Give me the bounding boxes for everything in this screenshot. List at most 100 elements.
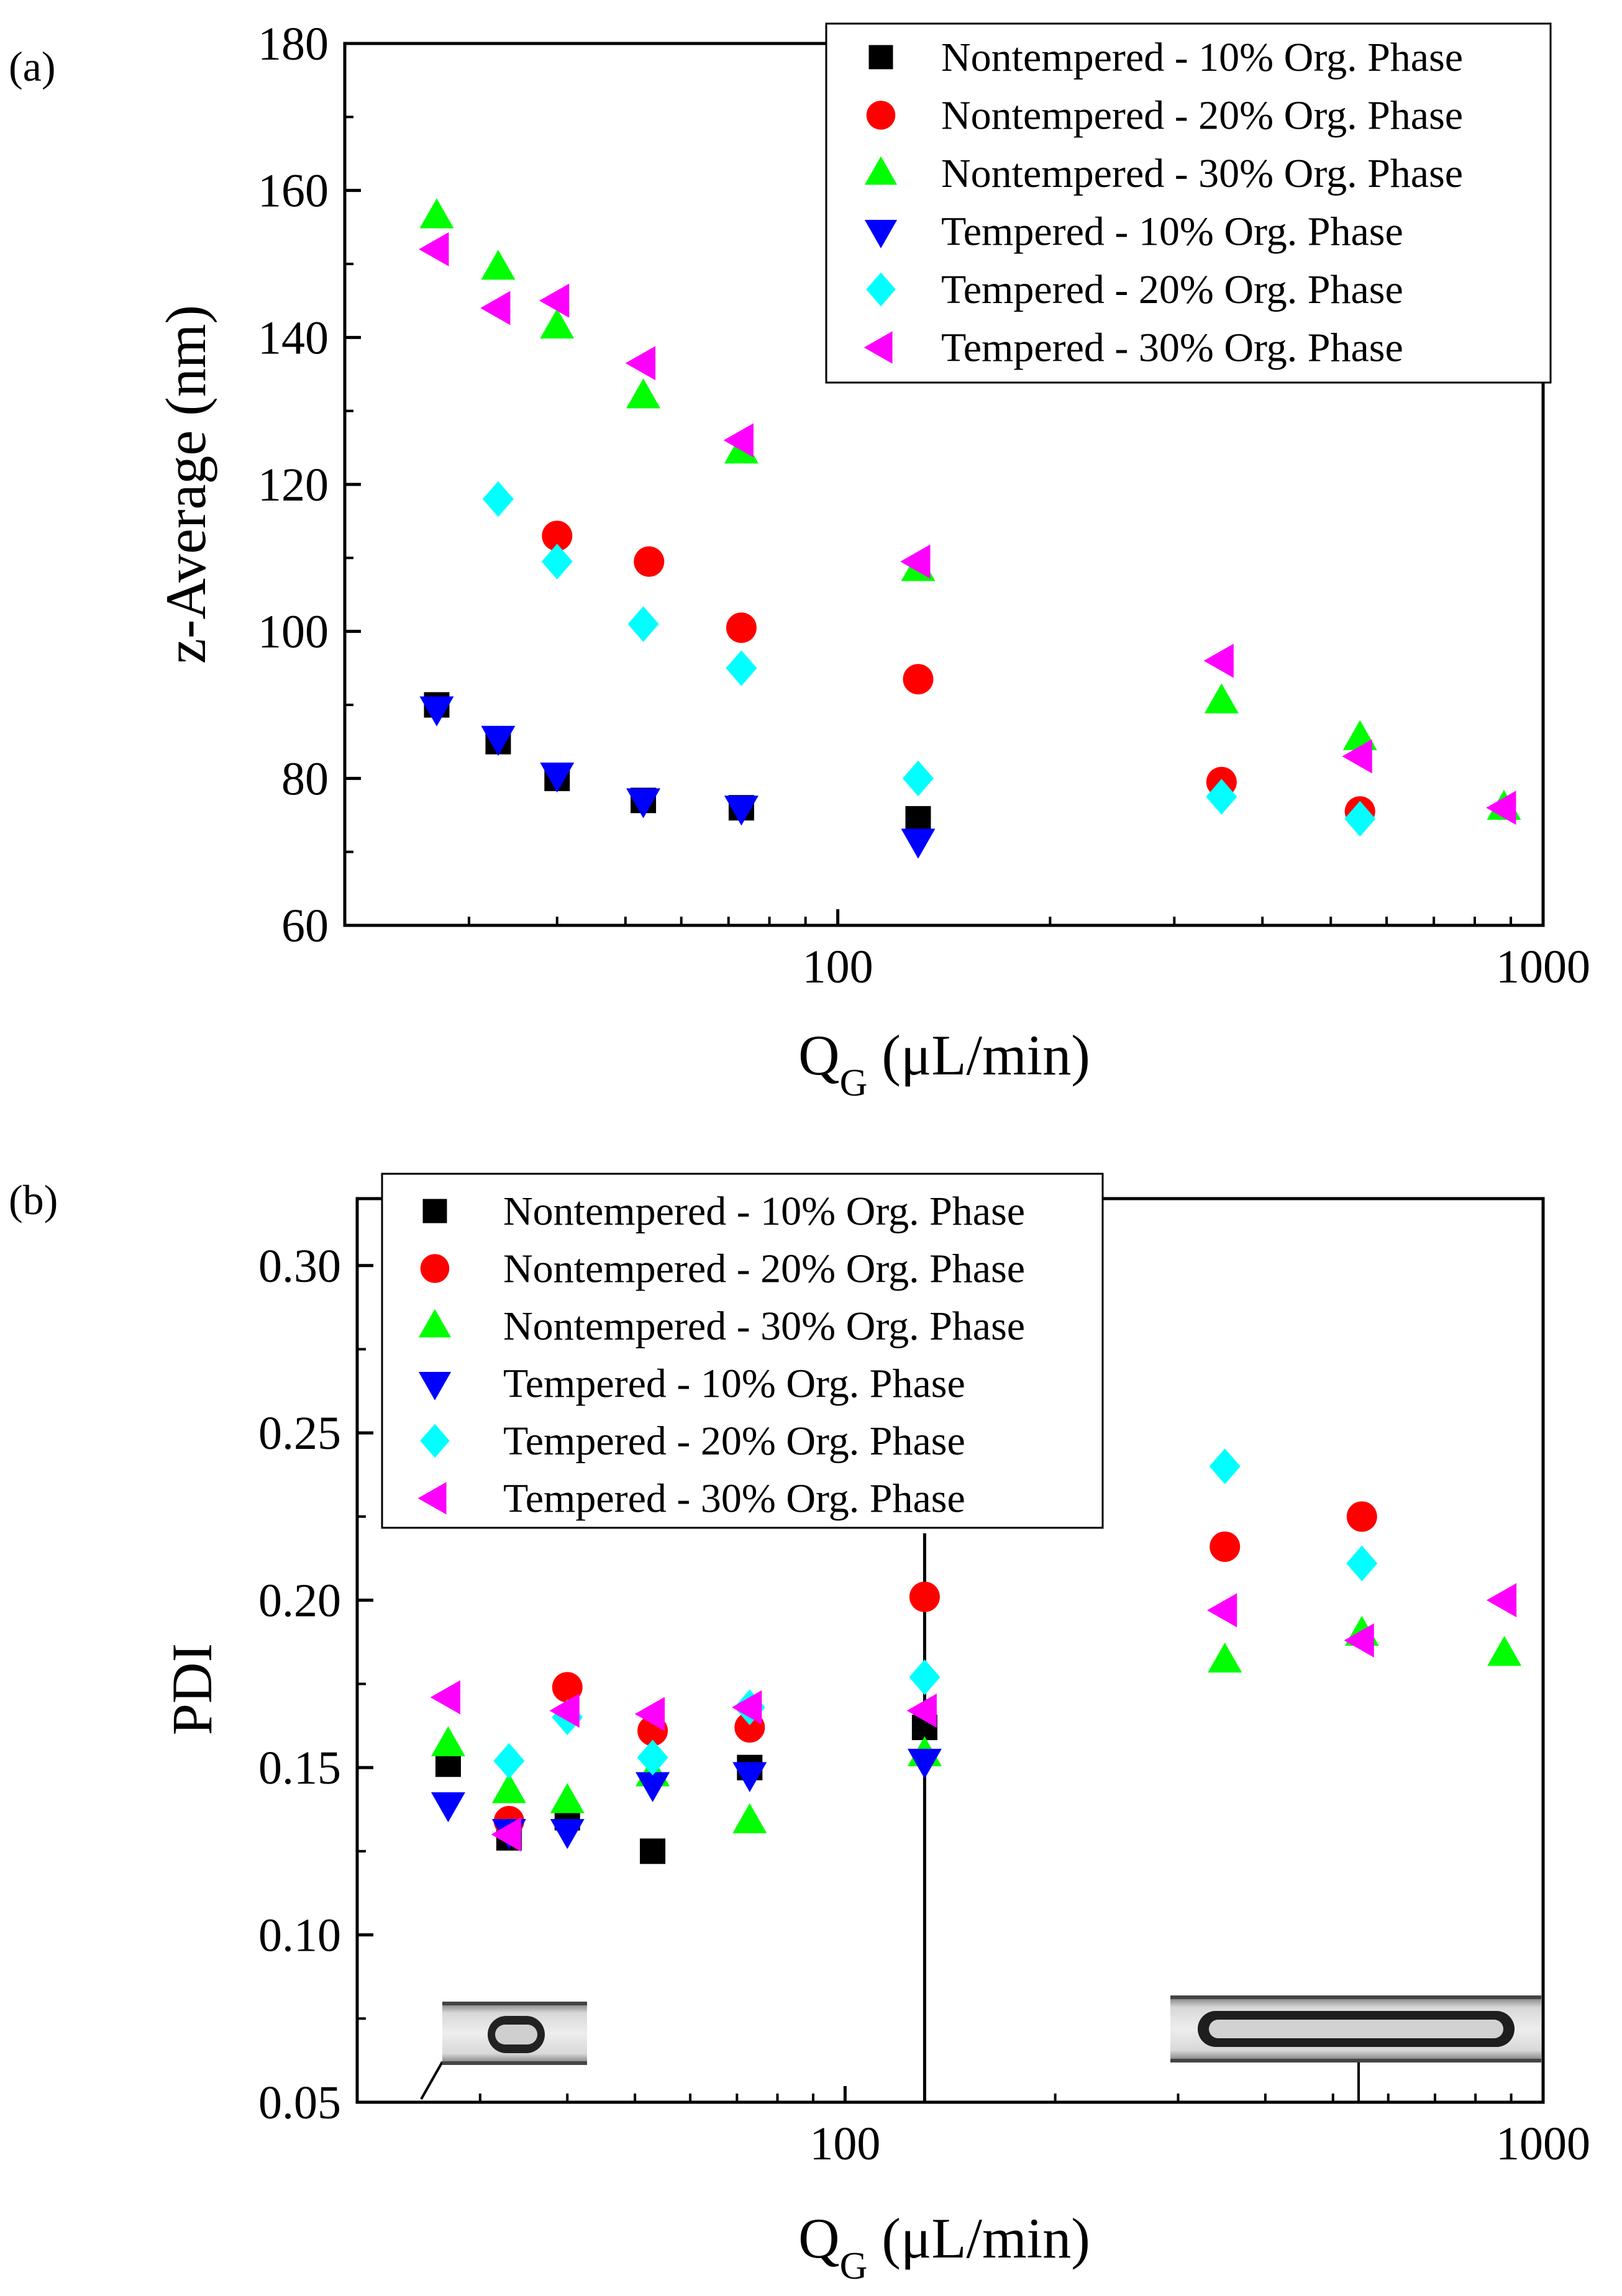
data-point xyxy=(626,788,661,819)
y-tick-label-a: 140 xyxy=(258,312,329,364)
legend-marker xyxy=(864,219,898,248)
data-point xyxy=(732,1762,767,1792)
y-tick-label-b: 0.25 xyxy=(258,1407,341,1459)
data-point xyxy=(909,1659,941,1695)
legend-a-box xyxy=(825,22,1552,384)
legend-marker xyxy=(420,1254,450,1283)
y-tick-label-b: 0.15 xyxy=(258,1742,341,1794)
legend-marker xyxy=(863,331,893,364)
x-axis-label-b-q: Q xyxy=(798,2207,839,2270)
series-b-5 xyxy=(430,1583,1517,1852)
data-point xyxy=(636,1772,670,1802)
data-point xyxy=(726,650,757,686)
panel-label-b: (b) xyxy=(9,1176,58,1223)
series-a-3 xyxy=(419,696,936,859)
legend-b: Nontempered - 10% Org. Phase Nontempered … xyxy=(381,1173,1104,1529)
data-point xyxy=(905,805,931,832)
legend-label: Nontempered - 20% Org. Phase xyxy=(941,93,1463,138)
legend-marker xyxy=(417,1482,447,1515)
y-tick-label-a: 100 xyxy=(258,606,329,658)
x-axis-label-b-unit: (μL/min) xyxy=(867,2207,1090,2270)
data-point xyxy=(481,725,516,756)
data-points-b xyxy=(430,1448,1522,1864)
data-point xyxy=(481,250,516,280)
data-point xyxy=(626,378,661,409)
legend-marker xyxy=(866,272,896,307)
droplet-image-short-slug xyxy=(420,2002,587,2100)
data-point xyxy=(539,283,570,318)
legend-label: Nontempered - 10% Org. Phase xyxy=(503,1189,1025,1234)
series-b-2 xyxy=(431,1615,1522,1833)
x-axis-label-a-unit: (μL/min) xyxy=(867,1023,1090,1087)
data-point xyxy=(550,1783,585,1813)
data-point xyxy=(1486,1583,1517,1618)
data-point xyxy=(1344,801,1376,837)
y-axis-a: 60 80 100 120 140 160 180 xyxy=(258,18,361,952)
data-point xyxy=(419,198,454,229)
x-tick-label-a: 1000 xyxy=(1496,941,1590,993)
data-point xyxy=(906,1694,937,1728)
data-point xyxy=(625,346,656,381)
legend-marker xyxy=(866,101,896,130)
data-point xyxy=(419,232,449,266)
legend-label: Tempered - 30% Org. Phase xyxy=(503,1476,965,1522)
y-tick-label-a: 180 xyxy=(258,18,329,70)
data-point xyxy=(482,481,514,517)
data-point xyxy=(541,543,573,579)
data-point xyxy=(542,520,573,551)
legend-marker xyxy=(420,1423,450,1458)
data-point xyxy=(1208,1642,1242,1673)
x-axis-label-a-sub: G xyxy=(840,1062,868,1104)
data-point xyxy=(1203,643,1234,678)
x-tick-label-b: 1000 xyxy=(1496,2118,1590,2170)
legend-marker xyxy=(418,1309,452,1338)
data-point xyxy=(907,1748,942,1779)
data-point xyxy=(1204,683,1239,714)
data-point xyxy=(480,291,511,325)
data-point xyxy=(431,1726,465,1756)
legend-marker xyxy=(868,45,893,70)
data-point xyxy=(637,1740,668,1776)
series-b-1 xyxy=(493,1501,1377,1836)
x-axis-label-b-sub: G xyxy=(840,2245,868,2287)
legend-marker xyxy=(418,1371,452,1400)
data-point xyxy=(640,1838,666,1864)
legend-a: Nontempered - 10% Org. Phase Nontempered … xyxy=(825,22,1552,384)
legend-label: Nontempered - 20% Org. Phase xyxy=(503,1246,1025,1292)
series-a-4 xyxy=(482,481,1376,837)
data-point xyxy=(1346,1545,1378,1582)
data-point xyxy=(634,1697,665,1731)
series-a-5 xyxy=(419,232,1516,825)
x-tick-label-a: 100 xyxy=(803,941,873,993)
legend-label: Nontempered - 30% Org. Phase xyxy=(941,151,1463,196)
data-point xyxy=(1487,1636,1522,1666)
legend-label: Tempered - 20% Org. Phase xyxy=(941,267,1403,312)
legend-label: Nontempered - 10% Org. Phase xyxy=(941,35,1463,80)
data-point xyxy=(902,760,934,797)
y-tick-label-b: 0.30 xyxy=(258,1240,341,1292)
y-tick-label-b: 0.20 xyxy=(258,1575,341,1627)
data-point xyxy=(900,544,931,579)
x-axis-b: 100 1000 xyxy=(356,2086,1590,2170)
legend-label: Tempered - 20% Org. Phase xyxy=(503,1418,965,1464)
data-point xyxy=(726,612,757,643)
y-axis-label-a: z-Average (nm) xyxy=(154,305,217,664)
legend-label: Tempered - 10% Org. Phase xyxy=(503,1361,965,1407)
data-point xyxy=(540,308,575,339)
data-point xyxy=(634,546,665,577)
y-tick-label-a: 120 xyxy=(258,459,329,511)
series-a-0 xyxy=(424,692,931,832)
y-axis-label-b: PDI xyxy=(160,1643,224,1735)
legend-label: Tempered - 10% Org. Phase xyxy=(941,209,1403,255)
series-a-1 xyxy=(542,520,1375,827)
chart-panel-b: (b) 0.05 0.10 0.15 0.20 0.25 0.30 100 1000 PDI… xyxy=(9,1173,1590,2287)
data-point xyxy=(419,696,454,727)
data-point xyxy=(493,1743,525,1779)
y-tick-label-b: 0.05 xyxy=(258,2077,341,2129)
data-point xyxy=(909,1581,940,1612)
x-axis-label-b: QG (μL/min) xyxy=(798,2207,1090,2287)
data-point xyxy=(1206,1593,1237,1628)
data-point xyxy=(732,1690,762,1725)
data-point xyxy=(732,1803,767,1833)
